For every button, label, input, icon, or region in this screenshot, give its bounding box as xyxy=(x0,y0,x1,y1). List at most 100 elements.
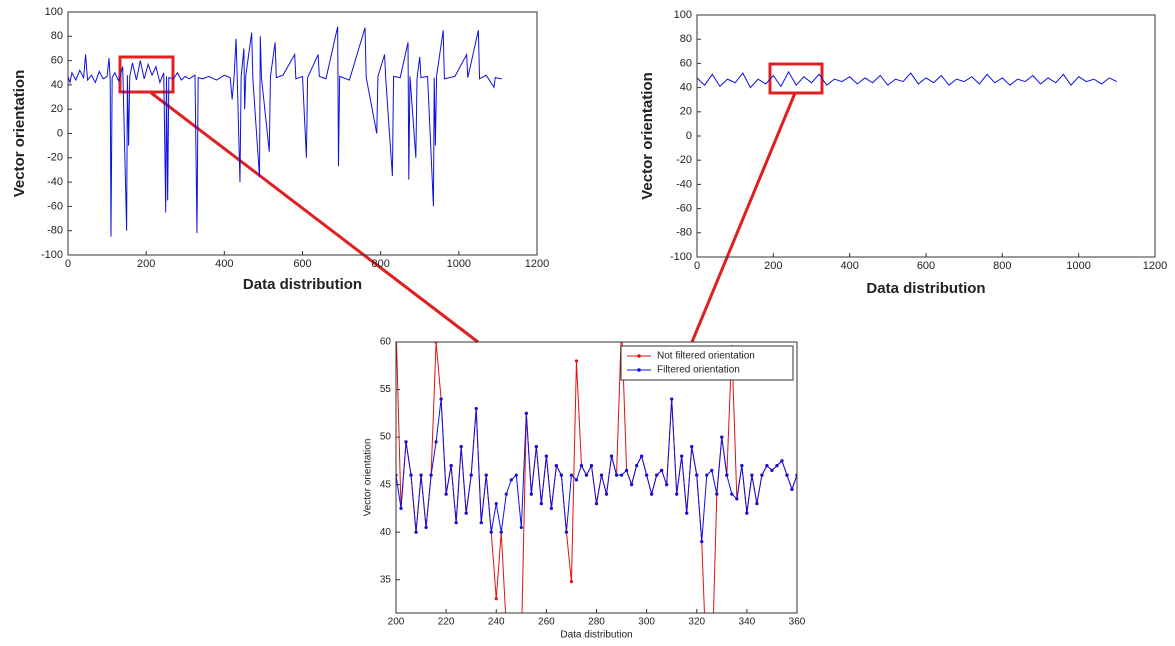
y-tick-label: 35 xyxy=(380,574,392,585)
data-point xyxy=(640,454,644,458)
data-point xyxy=(459,444,463,449)
data-point xyxy=(750,473,754,477)
data-point xyxy=(419,473,423,477)
data-point xyxy=(479,521,483,525)
data-line xyxy=(697,70,1118,89)
data-point xyxy=(559,473,564,477)
data-point xyxy=(474,406,478,411)
y-tick-label: 100 xyxy=(674,9,692,21)
y-axis-label: Vector orientation xyxy=(363,439,374,517)
data-point xyxy=(730,492,734,496)
data-point xyxy=(544,454,548,458)
zoom-box xyxy=(768,62,824,95)
x-tick-label: 1200 xyxy=(1143,260,1167,272)
data-point xyxy=(414,530,418,534)
data-point xyxy=(675,492,679,496)
data-point xyxy=(579,464,584,468)
data-point xyxy=(399,506,403,511)
data-point xyxy=(594,502,599,506)
data-point xyxy=(655,473,659,477)
legend-label: Not filtered orientation xyxy=(657,351,755,362)
data-point xyxy=(624,468,629,472)
y-tick-label: 60 xyxy=(51,55,63,67)
data-point xyxy=(645,473,649,477)
data-point xyxy=(780,459,784,463)
x-tick-label: 600 xyxy=(293,258,311,270)
axes-frame xyxy=(67,11,538,256)
data-point xyxy=(449,464,453,468)
data-point xyxy=(695,473,699,477)
data-point xyxy=(715,492,719,496)
y-axis-label: Vector orientation xyxy=(11,70,28,198)
data-point xyxy=(670,397,674,401)
x-tick-label: 0 xyxy=(65,258,71,270)
x-axis-label: Data distribution xyxy=(243,276,362,293)
data-point xyxy=(710,468,714,472)
data-line xyxy=(68,26,502,237)
data-point xyxy=(524,411,528,415)
data-point xyxy=(745,511,749,515)
y-tick-label: -40 xyxy=(47,176,63,188)
data-point xyxy=(599,473,604,477)
axes-frame xyxy=(395,341,798,614)
x-tick-label: 320 xyxy=(688,617,705,628)
data-point xyxy=(700,540,704,544)
data-point xyxy=(499,530,503,534)
x-tick-label: 400 xyxy=(215,258,233,270)
x-axis-label: Data distribution xyxy=(560,630,632,641)
data-line xyxy=(396,398,797,542)
axes-frame xyxy=(696,14,1156,258)
data-point xyxy=(765,464,769,468)
data-point xyxy=(434,440,438,444)
legend-label: Filtered orientation xyxy=(657,365,740,376)
data-point xyxy=(424,525,428,530)
y-tick-label: -80 xyxy=(47,225,63,237)
data-point xyxy=(735,497,739,501)
x-tick-label: 220 xyxy=(438,617,455,628)
data-point xyxy=(519,525,523,530)
y-tick-label: 60 xyxy=(380,337,392,348)
data-point xyxy=(494,597,498,601)
x-tick-label: 240 xyxy=(488,617,505,628)
y-tick-label: 100 xyxy=(45,6,63,18)
data-point xyxy=(680,454,684,458)
y-tick-label: 0 xyxy=(57,127,63,139)
data-point xyxy=(444,492,448,496)
data-point xyxy=(589,464,594,468)
x-tick-label: 260 xyxy=(538,617,555,628)
y-tick-label: 80 xyxy=(51,30,63,42)
y-tick-label: -20 xyxy=(47,152,63,164)
x-tick-label: 200 xyxy=(764,260,782,272)
y-tick-label: 40 xyxy=(680,82,692,94)
x-tick-label: 300 xyxy=(638,617,655,628)
data-point xyxy=(705,473,709,477)
data-point xyxy=(604,492,609,496)
data-point xyxy=(665,483,669,487)
x-tick-label: 800 xyxy=(993,260,1011,272)
data-point xyxy=(504,492,508,496)
data-point xyxy=(770,468,774,472)
data-point xyxy=(609,454,614,458)
x-tick-label: 280 xyxy=(588,617,605,628)
data-point xyxy=(755,502,759,506)
data-point xyxy=(549,506,553,511)
data-point xyxy=(740,464,744,468)
x-tick-label: 600 xyxy=(917,260,935,272)
x-tick-label: 1000 xyxy=(1066,260,1090,272)
x-tick-label: 1000 xyxy=(447,258,471,270)
data-point xyxy=(469,473,473,477)
data-point xyxy=(775,464,779,468)
x-tick-label: 200 xyxy=(137,258,155,270)
data-point xyxy=(785,473,789,477)
data-point xyxy=(584,473,589,477)
zoom-connector xyxy=(690,92,797,343)
data-point xyxy=(569,473,574,477)
data-point xyxy=(509,478,513,482)
y-tick-label: 40 xyxy=(51,79,63,91)
data-point xyxy=(454,521,458,525)
data-point xyxy=(619,473,624,477)
data-point xyxy=(505,626,508,629)
y-tick-label: 55 xyxy=(380,384,392,395)
x-tick-label: 0 xyxy=(694,260,700,272)
